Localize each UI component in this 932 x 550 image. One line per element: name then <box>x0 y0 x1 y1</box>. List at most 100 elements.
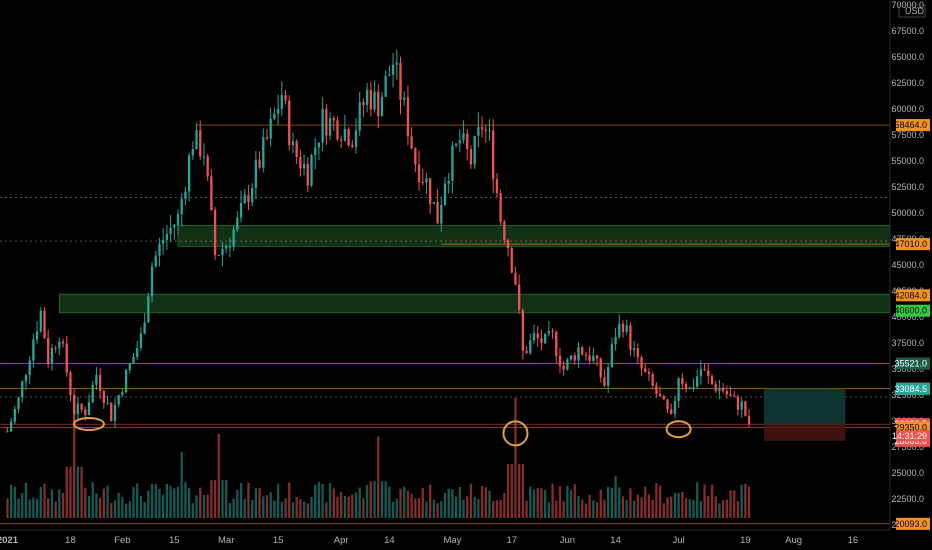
candle-body <box>280 95 283 110</box>
volume-bars <box>6 398 751 518</box>
volume-bar <box>391 501 395 518</box>
x-tick-label: Jun <box>560 535 575 546</box>
volume-bar <box>262 496 265 518</box>
price-axis[interactable]: 20000.022500.025000.027500.030000.032500… <box>891 0 924 530</box>
volume-bar <box>529 486 532 518</box>
candle-body <box>50 347 54 364</box>
volume-bar <box>69 466 72 518</box>
level-tag: 42084.0 <box>894 289 930 302</box>
candle-body <box>54 347 57 349</box>
volume-bar <box>150 484 154 518</box>
level-tag-box <box>896 517 930 530</box>
candle-body <box>124 369 128 393</box>
candle-body <box>388 74 391 76</box>
y-tick-label: 62500.0 <box>891 78 924 88</box>
candle-body <box>632 348 636 350</box>
candle-body <box>288 100 291 146</box>
currency-label: USD <box>905 6 925 16</box>
candle-body <box>410 136 413 149</box>
position-projection-box[interactable] <box>763 388 846 441</box>
volume-bar <box>17 498 20 518</box>
candle-body <box>603 377 606 386</box>
candle-body <box>414 148 417 165</box>
zone-0 <box>177 225 891 247</box>
candle-body <box>384 75 387 97</box>
y-tick-label: 25000.0 <box>891 468 924 478</box>
candle-body <box>521 309 525 351</box>
x-tick-label: May <box>443 535 461 546</box>
candle-body <box>699 369 703 377</box>
volume-bar <box>399 488 402 518</box>
level-tag-box <box>896 119 930 132</box>
candle-body <box>239 202 243 218</box>
volume-bar <box>429 484 432 518</box>
volume-bar <box>707 496 710 518</box>
volume-bar <box>340 492 343 518</box>
candle-body <box>377 91 380 117</box>
volume-bar <box>440 501 443 518</box>
volume-bar <box>91 482 94 518</box>
candle-body <box>299 156 302 169</box>
candle-body <box>696 376 699 387</box>
volume-bar <box>421 487 424 518</box>
candle-body <box>76 403 80 415</box>
volume-bar <box>354 492 358 518</box>
candle-body <box>180 198 183 215</box>
volume-bar <box>76 466 80 518</box>
volume-bar <box>469 483 473 518</box>
candle-body <box>232 229 235 247</box>
candle-body <box>13 409 16 422</box>
volume-bar <box>562 501 565 518</box>
x-tick-label: 16 <box>848 535 859 546</box>
volume-bar <box>443 492 447 518</box>
candle-body <box>532 333 536 341</box>
candle-body <box>139 333 143 349</box>
candle-body <box>588 355 591 362</box>
candle-body <box>625 325 628 332</box>
drawn-circle-2 <box>665 420 692 439</box>
volume-bar <box>210 480 213 518</box>
volume-bar <box>165 483 169 518</box>
candle-body <box>577 347 580 361</box>
level-tag: 35521.0 <box>894 357 930 370</box>
volume-bar <box>655 483 658 518</box>
candle-body <box>736 396 740 410</box>
volume-bar <box>202 495 206 518</box>
candle-body <box>258 159 261 168</box>
y-tick-label: 65000.0 <box>891 52 924 62</box>
candle-body <box>569 355 573 360</box>
candle-body <box>158 243 161 256</box>
volume-bar <box>684 498 688 518</box>
volume-bar <box>532 489 536 518</box>
candle-body <box>284 95 287 101</box>
candle-body <box>725 391 728 395</box>
level-tag-box <box>896 382 930 395</box>
volume-bar <box>692 499 695 518</box>
volume-bar <box>124 503 128 518</box>
candle-body <box>429 178 432 204</box>
volume-bar <box>710 484 714 518</box>
candle-body <box>121 392 124 396</box>
zone-1 <box>59 293 891 314</box>
candle-body <box>644 368 647 372</box>
volume-bar <box>302 501 306 518</box>
volume-bar <box>714 496 717 518</box>
time-axis[interactable]: 2021 18 Feb 15 Mar 15 Apr 14 May 17 Jun 14 Jul 19 Aug 1… <box>0 535 858 546</box>
volume-bar <box>336 496 339 518</box>
level-tag-label: 47010.0 <box>894 239 927 249</box>
volume-bar <box>236 490 239 518</box>
volume-bar <box>358 487 361 518</box>
candle-body <box>454 143 458 146</box>
volume-bar <box>651 499 654 518</box>
volume-bar <box>58 489 61 518</box>
candle-body <box>273 113 276 119</box>
countdown-label: 14:31:29 <box>892 431 927 441</box>
candle-body <box>314 147 317 156</box>
candle-body <box>681 378 684 384</box>
x-tick-label: 18 <box>65 535 76 546</box>
candle-body <box>647 371 651 374</box>
level-tag: 58464.0 <box>894 119 930 132</box>
y-tick-label: 40000.0 <box>891 312 924 322</box>
volume-bar <box>43 483 46 518</box>
